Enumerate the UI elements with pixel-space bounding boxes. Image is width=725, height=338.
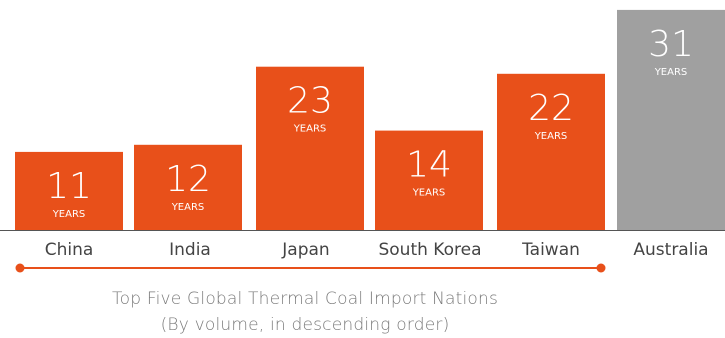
bar-australia [617,9,725,231]
bar-value-japan: 23 [287,81,333,122]
top-five-bracket-start-dot [15,263,25,273]
bar-unit-australia: YEARS [654,67,688,78]
category-label-australia: Australia [633,240,708,260]
bar-value-south-korea: 14 [406,145,452,186]
category-label-china: China [45,240,94,260]
bar-unit-taiwan: YEARS [534,131,568,142]
bar-value-china: 11 [46,166,92,207]
bar-south-korea [375,130,483,230]
bar-japan [256,66,364,230]
category-label-japan: Japan [281,240,329,260]
bar-unit-china: YEARS [52,209,86,220]
bar-china [15,151,123,230]
bar-unit-japan: YEARS [293,124,327,135]
bar-value-taiwan: 22 [528,88,574,129]
bar-taiwan [497,73,605,230]
chart-caption-subtitle: (By volume, in descending order) [160,315,450,335]
bar-value-india: 12 [165,159,211,200]
category-label-taiwan: Taiwan [521,240,580,260]
category-label-india: India [169,240,211,260]
bar-unit-india: YEARS [171,202,205,213]
bar-unit-south-korea: YEARS [412,188,446,199]
category-label-south-korea: South Korea [378,240,481,260]
top-five-bracket-end-dot [596,263,606,273]
bar-value-australia: 31 [648,24,694,65]
chart-caption-title: Top Five Global Thermal Coal Import Nati… [111,289,499,309]
bar-india [134,144,242,230]
